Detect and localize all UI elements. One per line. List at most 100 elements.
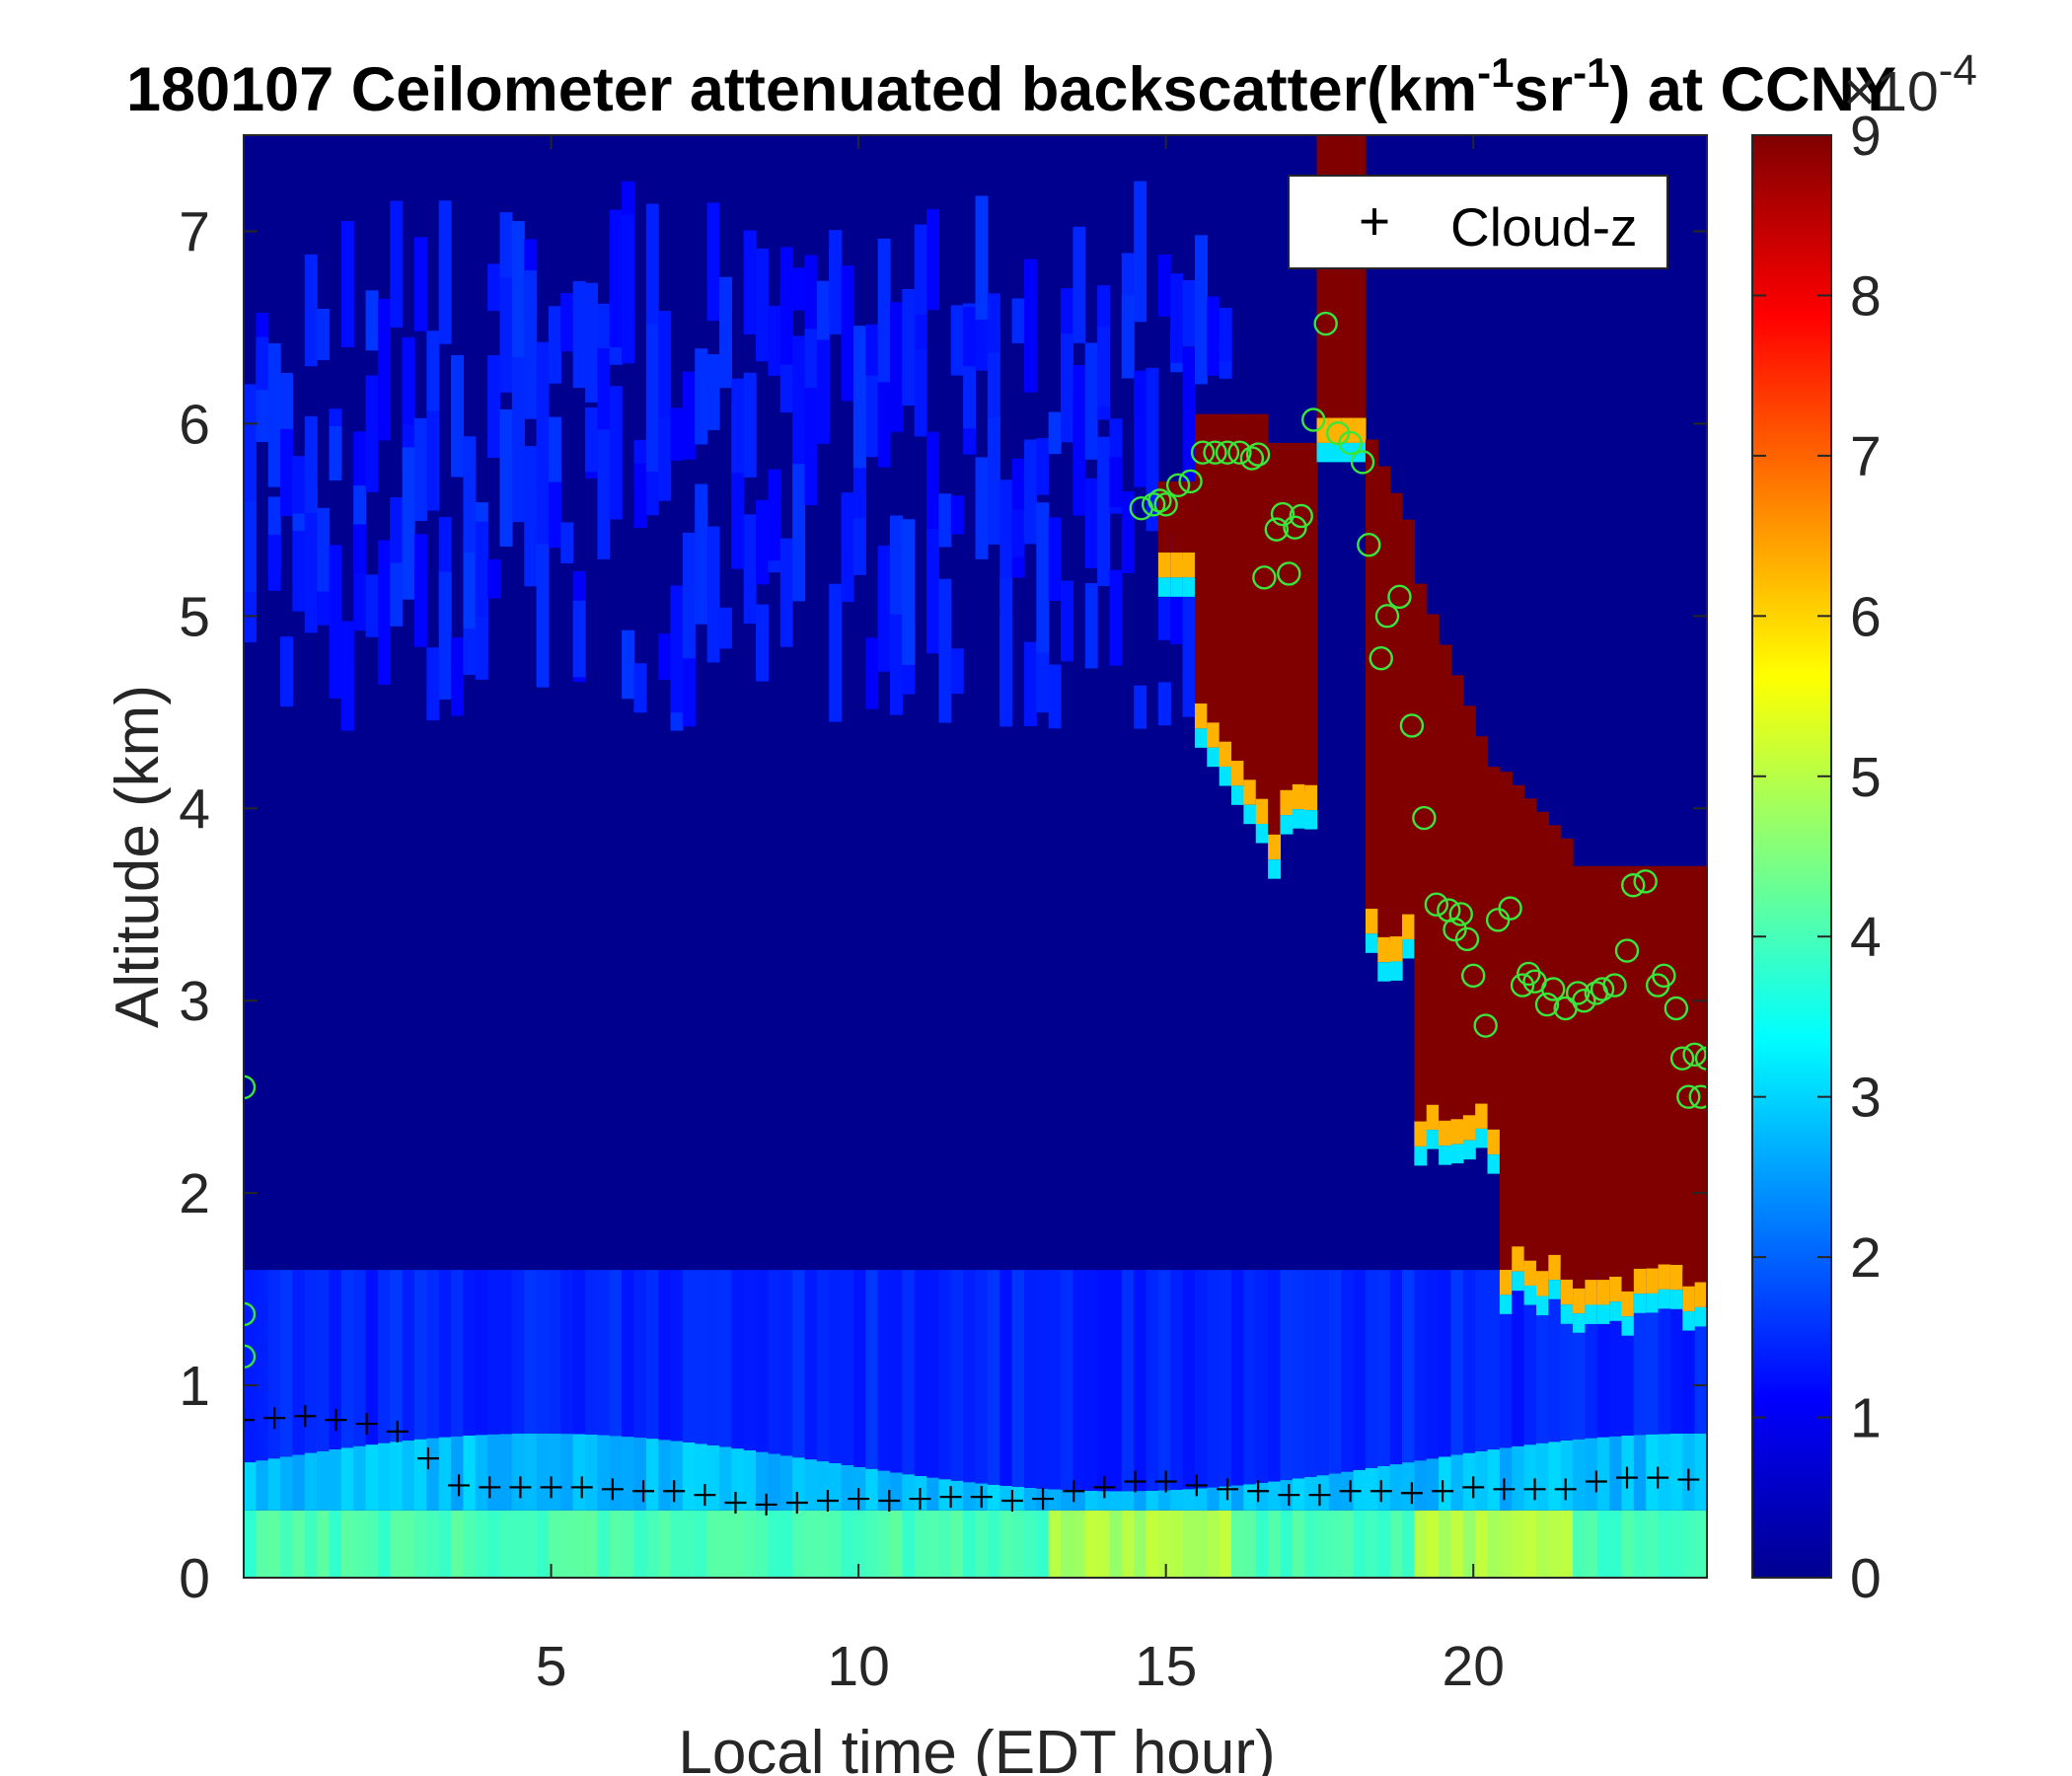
- cloud-edge-cell: [1499, 1295, 1513, 1314]
- bl-cell: [329, 1510, 342, 1578]
- cloud-base-marker: [1374, 604, 1400, 629]
- bl-cell: [1219, 1510, 1232, 1578]
- noise-cell: [1073, 402, 1086, 514]
- noise-cell: [426, 647, 440, 721]
- bl-cell: [329, 1270, 342, 1449]
- noise-cell: [438, 200, 452, 344]
- cloud-base-marker: [244, 1074, 257, 1100]
- bl-cell: [524, 1270, 538, 1434]
- noise-cell: [511, 338, 525, 451]
- bl-cell: [438, 1270, 452, 1438]
- cloud-cell: [1596, 865, 1610, 1286]
- noise-cell: [779, 247, 793, 365]
- noise-cell: [718, 276, 732, 389]
- bl-cell: [889, 1510, 903, 1578]
- bl-cell: [317, 1270, 331, 1451]
- bl-cell: [536, 1510, 550, 1578]
- bl-cell: [609, 1270, 623, 1437]
- bl-cell: [1182, 1489, 1196, 1511]
- cloud-z-marker: [694, 1484, 716, 1507]
- y-tick-label: 3: [179, 970, 210, 1033]
- noise-cell: [706, 353, 720, 430]
- bl-cell: [1439, 1510, 1452, 1578]
- cloud-edge-cell: [1439, 1146, 1452, 1165]
- bl-cell: [975, 1270, 989, 1484]
- bl-cell: [718, 1510, 732, 1578]
- cloud-edge-cell: [1157, 553, 1171, 578]
- bl-cell: [1402, 1510, 1415, 1578]
- cloud-base-marker: [1178, 469, 1203, 494]
- noise-cell: [597, 429, 611, 559]
- noise-cell: [829, 583, 843, 722]
- bl-cell: [1036, 1510, 1050, 1578]
- noise-cell: [792, 464, 806, 602]
- cloud-base-marker: [1350, 450, 1375, 475]
- cloud-base-marker: [1473, 1013, 1498, 1038]
- noise-cell: [536, 543, 550, 688]
- bl-cell: [1682, 1510, 1696, 1578]
- bl-cell: [718, 1446, 732, 1511]
- x-tick-label: 10: [827, 1635, 889, 1698]
- bl-cell: [987, 1484, 1000, 1511]
- bl-cell: [353, 1270, 367, 1446]
- cloud-edge-cell: [1694, 1306, 1707, 1327]
- noise-cell: [999, 480, 1013, 607]
- noise-cell: [317, 507, 331, 592]
- bl-cell: [1365, 1510, 1378, 1578]
- noise-cell: [963, 307, 977, 367]
- cloud-edge-cell: [1316, 417, 1330, 443]
- bl-cell: [670, 1510, 684, 1578]
- cloud-z-marker: [448, 1474, 471, 1497]
- bl-cell: [365, 1444, 379, 1511]
- bl-cell: [829, 1510, 843, 1578]
- noise-cell: [390, 497, 404, 563]
- bl-cell: [304, 1270, 318, 1453]
- noise-cell: [792, 267, 806, 311]
- noise-cell: [987, 293, 1000, 353]
- noise-cell: [950, 495, 964, 535]
- bl-cell: [963, 1270, 977, 1483]
- bl-cell: [560, 1434, 574, 1511]
- noise-cell: [511, 221, 525, 357]
- cloud-z-marker: [509, 1476, 532, 1499]
- cloud-base-marker: [1448, 902, 1473, 926]
- cloud-base-marker: [1572, 989, 1596, 1013]
- colorbar-tick-label: 6: [1850, 585, 1882, 648]
- cloud-base-marker: [1541, 977, 1566, 1001]
- noise-cell: [438, 571, 452, 700]
- bl-cell: [329, 1448, 342, 1511]
- cloud-z-marker: [1185, 1474, 1208, 1497]
- noise-cell: [975, 457, 989, 559]
- heatmap-layer: [244, 135, 1707, 1578]
- bl-cell: [1450, 1510, 1464, 1578]
- cloud-cell: [1499, 772, 1513, 1276]
- cloud-edge-cell: [1255, 824, 1269, 844]
- noise-cell: [804, 255, 818, 330]
- cloud-base-marker: [1534, 992, 1560, 1017]
- bl-cell: [390, 1442, 404, 1511]
- bl-cell: [1097, 1270, 1111, 1492]
- noise-cell: [731, 473, 745, 569]
- bl-cell: [829, 1270, 843, 1463]
- bl-cell: [548, 1270, 561, 1434]
- colorbar-tick-label: 3: [1850, 1067, 1882, 1130]
- cloud-cell: [1609, 865, 1623, 1283]
- bl-cell: [768, 1270, 781, 1454]
- bl-cell: [1402, 1270, 1415, 1463]
- series-layer: [244, 311, 1707, 1516]
- cloud-cell: [1439, 644, 1452, 1127]
- cloud-base-marker: [1590, 977, 1615, 1001]
- chart-title: 180107 Ceilometer attenuated backscatter…: [126, 49, 1896, 124]
- bl-cell: [1560, 1440, 1574, 1511]
- cloud-edge-cell: [1219, 741, 1232, 768]
- cloud-z-marker: [1554, 1478, 1577, 1501]
- noise-cell: [731, 378, 745, 504]
- bl-cell: [889, 1472, 903, 1511]
- cloud-cell: [1377, 466, 1391, 943]
- noise-cell: [1121, 295, 1135, 379]
- bl-cell: [987, 1510, 1000, 1578]
- noise-cell: [1097, 326, 1111, 407]
- cloud-cell: [1512, 784, 1525, 1253]
- noise-cell: [329, 425, 342, 481]
- noise-cell: [768, 469, 781, 561]
